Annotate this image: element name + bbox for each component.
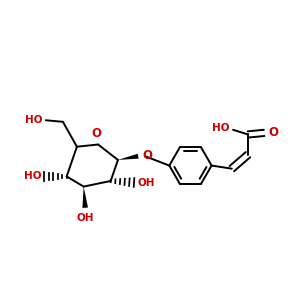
Text: OH: OH [137, 178, 154, 188]
Text: HO: HO [25, 115, 43, 125]
Text: HO: HO [24, 171, 41, 182]
Text: HO: HO [212, 123, 230, 133]
Polygon shape [118, 154, 139, 160]
Polygon shape [82, 187, 88, 208]
Text: O: O [268, 126, 278, 140]
Text: O: O [142, 149, 152, 162]
Text: O: O [92, 127, 102, 140]
Text: OH: OH [76, 213, 94, 223]
